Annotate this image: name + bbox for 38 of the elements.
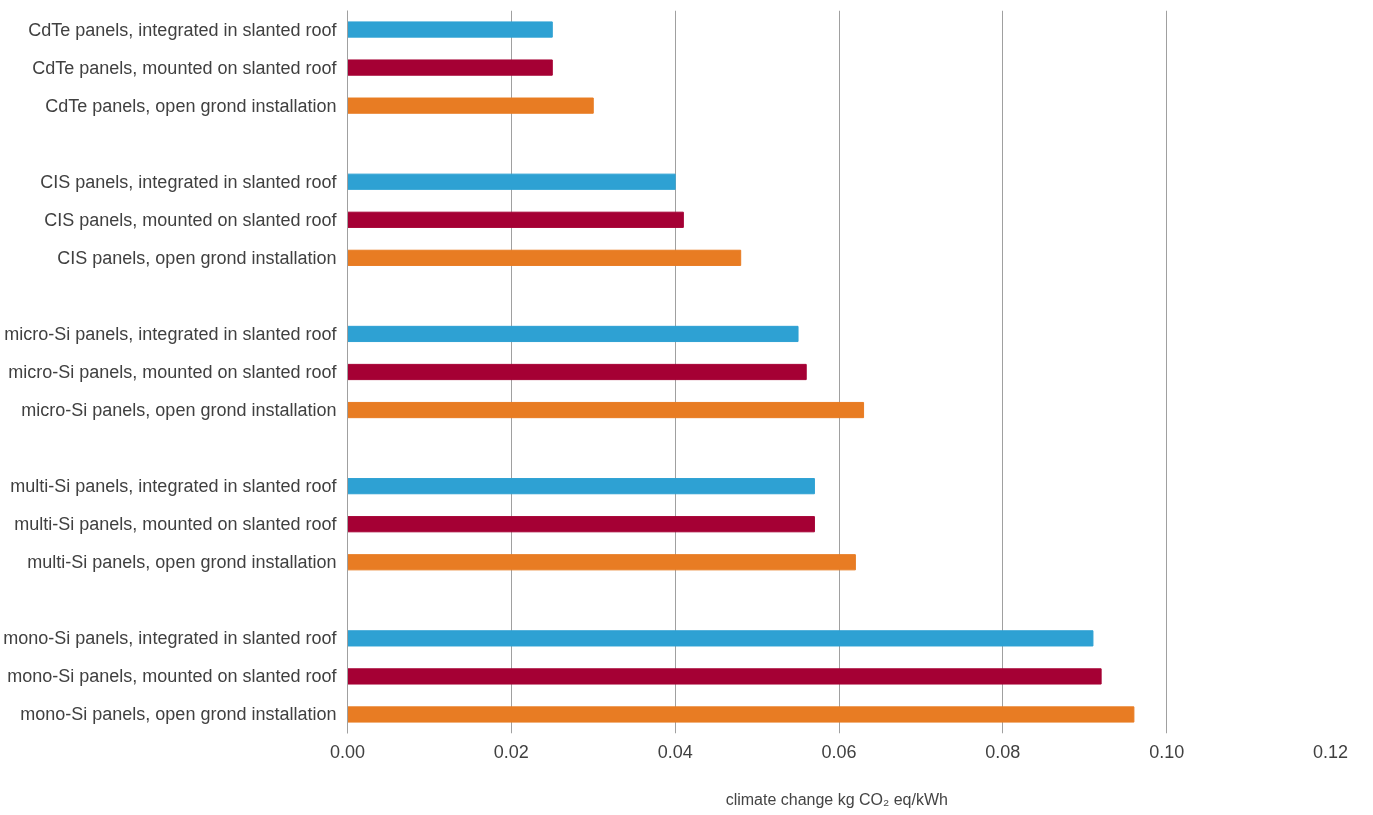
bar [347, 97, 594, 114]
y-tick-label: micro-Si panels, integrated in slanted roof [4, 323, 338, 344]
bar [347, 478, 815, 495]
bar [347, 516, 815, 533]
y-tick-label: multi-Si panels, open grond installation [27, 552, 337, 573]
x-tick-label: 0.00 [329, 741, 366, 762]
y-tick-label: CIS panels, mounted on slanted roof [44, 209, 338, 230]
y-tick-label: multi-Si panels, mounted on slanted roof [14, 514, 338, 535]
y-tick-label: multi-Si panels, integrated in slanted roof [10, 476, 338, 497]
y-tick-label: micro-Si panels, open grond installation [21, 400, 337, 421]
x-tick-label: 0.02 [493, 741, 529, 762]
x-tick-label: 0.08 [985, 741, 1021, 762]
x-tick-label: 0.12 [1312, 741, 1349, 762]
bar [347, 401, 865, 419]
bar [347, 706, 1135, 723]
y-tick-label: micro-Si panels, mounted on slanted roof [8, 362, 338, 382]
bar [347, 363, 807, 381]
y-tick-label: CdTe panels, open grond installation [45, 95, 337, 116]
bar [347, 173, 676, 190]
y-tick-label: CdTe panels, mounted on slanted roof [32, 57, 338, 78]
y-tick-label: mono-Si panels, integrated in slanted roof [3, 628, 338, 649]
bar [347, 554, 856, 571]
y-tick-label: mono-Si panels, mounted on slanted roof [7, 666, 338, 687]
bar [347, 21, 553, 38]
x-tick-label: 0.04 [657, 741, 693, 762]
x-axis-title: climate change kg CO₂ eq/kWh [725, 790, 948, 808]
bar [347, 249, 742, 266]
y-tick-label: CIS panels, open grond installation [57, 247, 337, 268]
bar [347, 630, 1094, 647]
y-tick-label: mono-Si panels, open grond installation [20, 704, 337, 725]
bar [347, 325, 799, 343]
y-tick-label: CIS panels, integrated in slanted roof [40, 171, 338, 192]
bar [347, 668, 1102, 685]
y-tick-label: CdTe panels, integrated in slanted roof [28, 19, 338, 40]
bar [347, 211, 684, 228]
x-tick-label: 0.10 [1149, 741, 1185, 762]
bar [347, 59, 553, 76]
x-tick-label: 0.06 [821, 741, 857, 762]
